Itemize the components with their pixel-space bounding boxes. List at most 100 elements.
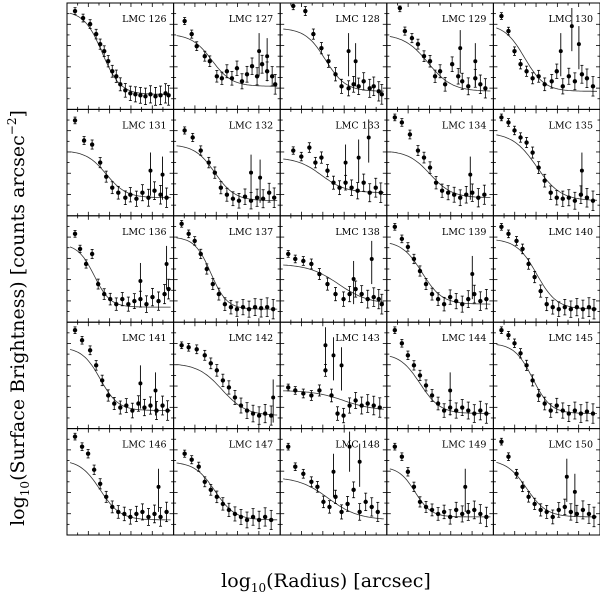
data-point [512, 128, 517, 133]
spike-point [160, 172, 165, 177]
data-point [399, 120, 405, 125]
data-point [198, 251, 203, 257]
data-point [550, 514, 555, 520]
panel-lmc-128: LMC 128 [279, 2, 388, 110]
data-point [216, 291, 222, 297]
data-point [435, 296, 441, 302]
data-point [238, 403, 244, 408]
data-point [590, 84, 596, 89]
data-point [499, 224, 504, 230]
spike-point [271, 395, 276, 400]
panel-lmc-138: LMC 138 [279, 215, 388, 323]
panel-grid: LMC 126 LMC 127 LMC 128 LMC 129 LMC 130 LMC 1… [66, 2, 600, 536]
data-point [506, 28, 511, 34]
data-point [79, 444, 85, 449]
data-point [549, 79, 554, 84]
data-point [293, 256, 298, 262]
data-point [331, 180, 336, 185]
data-point [293, 464, 298, 469]
data-point [411, 363, 417, 368]
spike-point [346, 49, 351, 54]
data-point [562, 304, 568, 310]
data-point [132, 298, 137, 304]
data-point [256, 517, 262, 523]
data-point [226, 507, 232, 513]
spike-point [343, 160, 348, 165]
data-point [453, 507, 459, 513]
x-axis-label: log10(Radius) [arcsec] [221, 570, 431, 595]
panel-lmc-126: LMC 126 [66, 2, 175, 110]
data-point [530, 150, 535, 155]
data-point [152, 188, 157, 193]
data-point [460, 301, 465, 307]
data-point [405, 244, 411, 250]
data-point [230, 196, 236, 201]
data-point [442, 82, 448, 87]
data-point [97, 481, 103, 487]
panel-lmc-142: LMC 142 [173, 321, 281, 430]
data-point [160, 403, 165, 408]
data-point [166, 286, 171, 292]
data-point [309, 261, 314, 267]
data-point [309, 479, 314, 484]
data-point [307, 145, 312, 150]
data-point [207, 59, 212, 64]
data-point [429, 291, 435, 297]
data-point [392, 224, 398, 230]
data-point [134, 511, 139, 517]
data-point [341, 413, 346, 418]
data-point [114, 301, 119, 307]
data-point [359, 403, 364, 408]
data-point [250, 514, 256, 520]
spike-point [347, 444, 352, 449]
data-point [110, 185, 115, 190]
data-point [303, 8, 308, 14]
data-point [202, 54, 207, 59]
y-axis-label-prefix: log [7, 496, 29, 526]
data-point [154, 408, 159, 413]
model-curve [283, 390, 384, 410]
panel-label: LMC 132 [229, 120, 273, 131]
panel-label: LMC 150 [549, 440, 593, 451]
data-point [478, 511, 483, 517]
data-point [313, 160, 318, 165]
data-point [179, 221, 184, 227]
data-point [472, 411, 477, 416]
data-point [148, 92, 153, 97]
data-point [392, 115, 398, 120]
data-point [586, 304, 592, 310]
data-point [456, 74, 461, 79]
spike-point [357, 459, 362, 464]
data-point [102, 291, 107, 297]
spike-point [572, 489, 577, 494]
data-point [189, 31, 194, 37]
data-point [337, 185, 342, 190]
data-point [252, 304, 258, 310]
data-point [538, 288, 543, 294]
data-point [262, 411, 268, 416]
data-point [244, 72, 250, 77]
data-point [399, 236, 405, 242]
data-point [89, 142, 95, 147]
data-point [128, 514, 133, 520]
data-point [286, 385, 291, 390]
spike-point [164, 261, 169, 266]
data-point [268, 413, 274, 418]
data-point [91, 467, 97, 472]
data-point [392, 328, 398, 333]
spike-point [473, 59, 478, 64]
data-point [484, 514, 489, 520]
data-point [556, 306, 561, 312]
data-point [343, 180, 348, 185]
data-point [110, 504, 115, 510]
data-point [148, 403, 153, 408]
data-point [190, 135, 195, 140]
data-point [79, 338, 85, 343]
data-point [514, 471, 519, 476]
spike-point [366, 135, 371, 140]
data-point [371, 84, 376, 89]
data-point [356, 84, 361, 89]
panel-label: LMC 142 [229, 333, 273, 344]
panel-lmc-127: LMC 127 [173, 2, 281, 110]
data-point [556, 507, 561, 513]
